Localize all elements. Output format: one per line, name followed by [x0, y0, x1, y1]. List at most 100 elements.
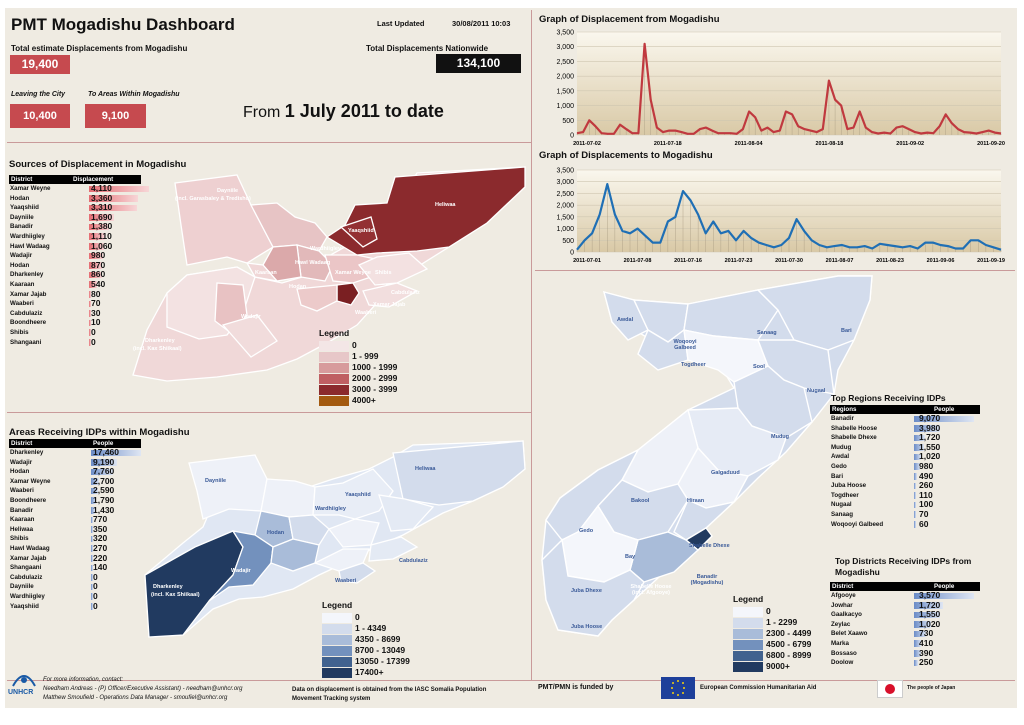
map-label: Yaaqshiid [345, 492, 371, 498]
row-bar [914, 611, 941, 619]
row-name: Hawl Wadaag [10, 242, 50, 250]
table-row: Belet Xaawo 730 [830, 629, 980, 639]
row-name: Shibis [10, 535, 29, 543]
map-label: Waaberi [335, 578, 357, 584]
map-label: Dharkenley [153, 584, 183, 590]
legend-item: 1000 - 1999 [319, 362, 429, 373]
row-value: 9,190 [93, 456, 115, 467]
row-name: Dharkenley [10, 271, 44, 279]
table-row: Dayniile 0 [9, 582, 141, 592]
row-name: Hawl Wadaag [10, 544, 50, 552]
row-name: Togdheer [831, 491, 859, 499]
map-label: Hiraan [687, 498, 705, 504]
row-bar [91, 497, 97, 504]
funded-by: PMT/PMN is funded by [538, 684, 614, 691]
legend-title: Legend [319, 328, 350, 338]
row-value: 1,690 [91, 211, 113, 222]
y-tick-label: 500 [562, 238, 574, 245]
row-value: 60 [919, 518, 929, 529]
x-tick-label: 2011-09-06 [927, 258, 955, 264]
table-row: Shangaani 140 [9, 563, 141, 573]
col-displacement: Displacement [73, 176, 114, 183]
row-bar [91, 516, 94, 524]
legend-label: 0 [355, 612, 360, 622]
map-label: Cabdulaziz [391, 290, 420, 296]
row-value: 1,720 [919, 432, 941, 443]
map-label: Dharkenley [145, 338, 175, 344]
map-label: Kaaraan [255, 270, 277, 276]
row-value: 1,430 [93, 504, 115, 515]
x-tick-label: 2011-08-18 [815, 141, 843, 147]
divider [7, 142, 531, 143]
col-district: District [11, 440, 33, 447]
row-bar [89, 185, 149, 192]
row-value: 870 [91, 259, 106, 270]
series-line [576, 183, 1002, 251]
regions-table: Regions People Banadir 9,070 Shabelle Hoose… [830, 405, 980, 529]
row-bar [914, 521, 916, 528]
graph1-title: Graph of Displacement from Mogadishu [539, 14, 720, 25]
row-value: 1,060 [91, 240, 113, 251]
col-people: People [93, 440, 114, 447]
row-name: Wadajir [10, 458, 33, 466]
x-tick-label: 2011-08-07 [826, 258, 854, 264]
legend-item: 13050 - 17399 [322, 656, 432, 667]
row-name: Banadir [10, 223, 34, 231]
table-row: Xamar Jajab 220 [9, 553, 141, 564]
legend-label: 3000 - 3999 [352, 384, 398, 394]
sources-table: District Displacement Xamar Weyne 4,110 Hod… [9, 175, 149, 347]
within-mogadishu-label: To Areas Within Mogadishu [88, 91, 180, 98]
row-bar [91, 459, 118, 466]
legend-label: 2300 - 4499 [766, 628, 812, 638]
legend-item: 9000+ [733, 661, 843, 672]
table-row: Wadajir 980 [9, 251, 141, 261]
table-row: Banadir 1,380 [9, 222, 141, 232]
table-row: Shibis 320 [9, 534, 141, 544]
table-row: Hodan 7,760 [9, 467, 141, 477]
row-name: Bossaso [831, 649, 857, 657]
legend-swatch [322, 646, 352, 656]
legend-item: 0 [319, 340, 429, 351]
map-label: Juba Hoose [571, 624, 603, 630]
x-tick-label: 2011-08-04 [735, 141, 764, 147]
divider [535, 270, 1015, 271]
y-tick-label: 0 [570, 250, 574, 257]
map-label: (incl. Garasbaley & Tredisho) [175, 196, 251, 202]
legend-label: 8700 - 13049 [355, 645, 406, 655]
legend-swatch [322, 624, 352, 634]
row-name: Shangaani [10, 564, 42, 572]
col-district: District [832, 583, 854, 590]
table-row: Wadajir 9,190 [9, 456, 141, 468]
row-name: Shabelle Hoose [831, 424, 878, 432]
map-label: Bari [841, 328, 852, 334]
row-value: 730 [919, 628, 934, 639]
map-label: Awdal [617, 317, 634, 323]
x-tick-label: 2011-07-01 [573, 258, 601, 264]
row-name: Xamar Jajab [10, 290, 47, 298]
legend-swatch [322, 635, 352, 645]
row-name: Dayniile [10, 213, 34, 221]
legend-label: 1 - 4349 [355, 623, 387, 633]
row-value: 0 [93, 581, 98, 592]
row-name: Cabdulaziz [10, 573, 43, 581]
row-name: Kaaraan [10, 516, 35, 524]
row-value: 30 [91, 307, 101, 318]
row-bar [89, 243, 105, 250]
row-bar [89, 223, 110, 231]
data-note: Data on displacement is obtained from th… [292, 687, 487, 693]
x-tick-label: 2011-09-20 [977, 141, 1005, 147]
contact-line: Matthew Smoufield - Operations Data Mana… [43, 695, 228, 701]
legend-title: Legend [733, 594, 764, 604]
y-tick-label: 3,000 [556, 44, 574, 51]
leaving-city-value: 10,400 [10, 104, 70, 128]
table-row: Dharkenley 17,460 [9, 447, 141, 458]
row-name: Awdal [831, 453, 850, 461]
legend-swatch [733, 618, 763, 628]
row-value: 1,020 [919, 618, 941, 629]
legend-item: 8700 - 13049 [322, 645, 432, 656]
row-value: 110 [919, 489, 933, 500]
row-bar [914, 501, 916, 509]
eu-flag-icon [661, 677, 695, 699]
legend-label: 2000 - 2999 [352, 373, 398, 383]
map-label: Shabelle Hoose (incl. Afgooye) [630, 584, 672, 596]
